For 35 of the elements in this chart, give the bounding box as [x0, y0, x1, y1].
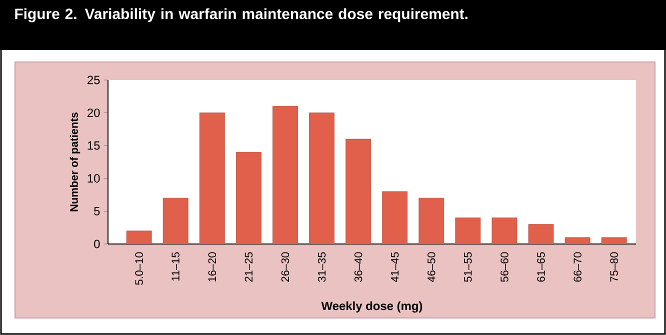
y-tick-label: 25 [88, 76, 100, 84]
x-axis-title: Weekly dose (mg) [321, 301, 422, 313]
chart-title: Figure 2. Variability in warfarin maintenance dose requirement. [15, 8, 468, 22]
bar [199, 112, 225, 244]
x-tick-label: 26–30 [281, 252, 290, 282]
x-tick-label: 5.0–10 [135, 252, 143, 285]
bar [418, 198, 444, 244]
y-tick-label: 5 [94, 207, 100, 216]
bar [528, 224, 554, 244]
bar [309, 112, 334, 244]
y-tick-label: 20 [88, 108, 100, 118]
bar [272, 106, 298, 244]
x-tick-label: 61–65 [537, 252, 545, 282]
bar [455, 218, 481, 244]
x-tick-label: 75–80 [610, 252, 618, 282]
y-tick-label: 0 [94, 240, 100, 248]
bar [162, 198, 188, 244]
x-tick-label: 16–20 [208, 252, 216, 282]
bar [126, 230, 152, 244]
bar [492, 218, 518, 244]
x-tick-label: 36–40 [354, 252, 362, 282]
bar [346, 138, 372, 244]
x-tick-label: 21–25 [244, 252, 253, 282]
bar [236, 152, 262, 244]
y-tick-label: 15 [88, 141, 100, 150]
y-axis-title: Number of patients [70, 112, 80, 212]
y-tick-label: 10 [88, 174, 100, 183]
x-tick-label: 41–45 [391, 252, 399, 282]
bar [382, 191, 408, 244]
x-tick-label: 31–35 [318, 252, 326, 282]
x-tick-label: 46–50 [428, 252, 436, 282]
x-tick-label: 66–70 [574, 252, 582, 282]
x-tick-label: 11–15 [172, 252, 180, 281]
x-tick-label: 51–55 [464, 252, 472, 282]
x-tick-label: 56–60 [500, 252, 508, 282]
